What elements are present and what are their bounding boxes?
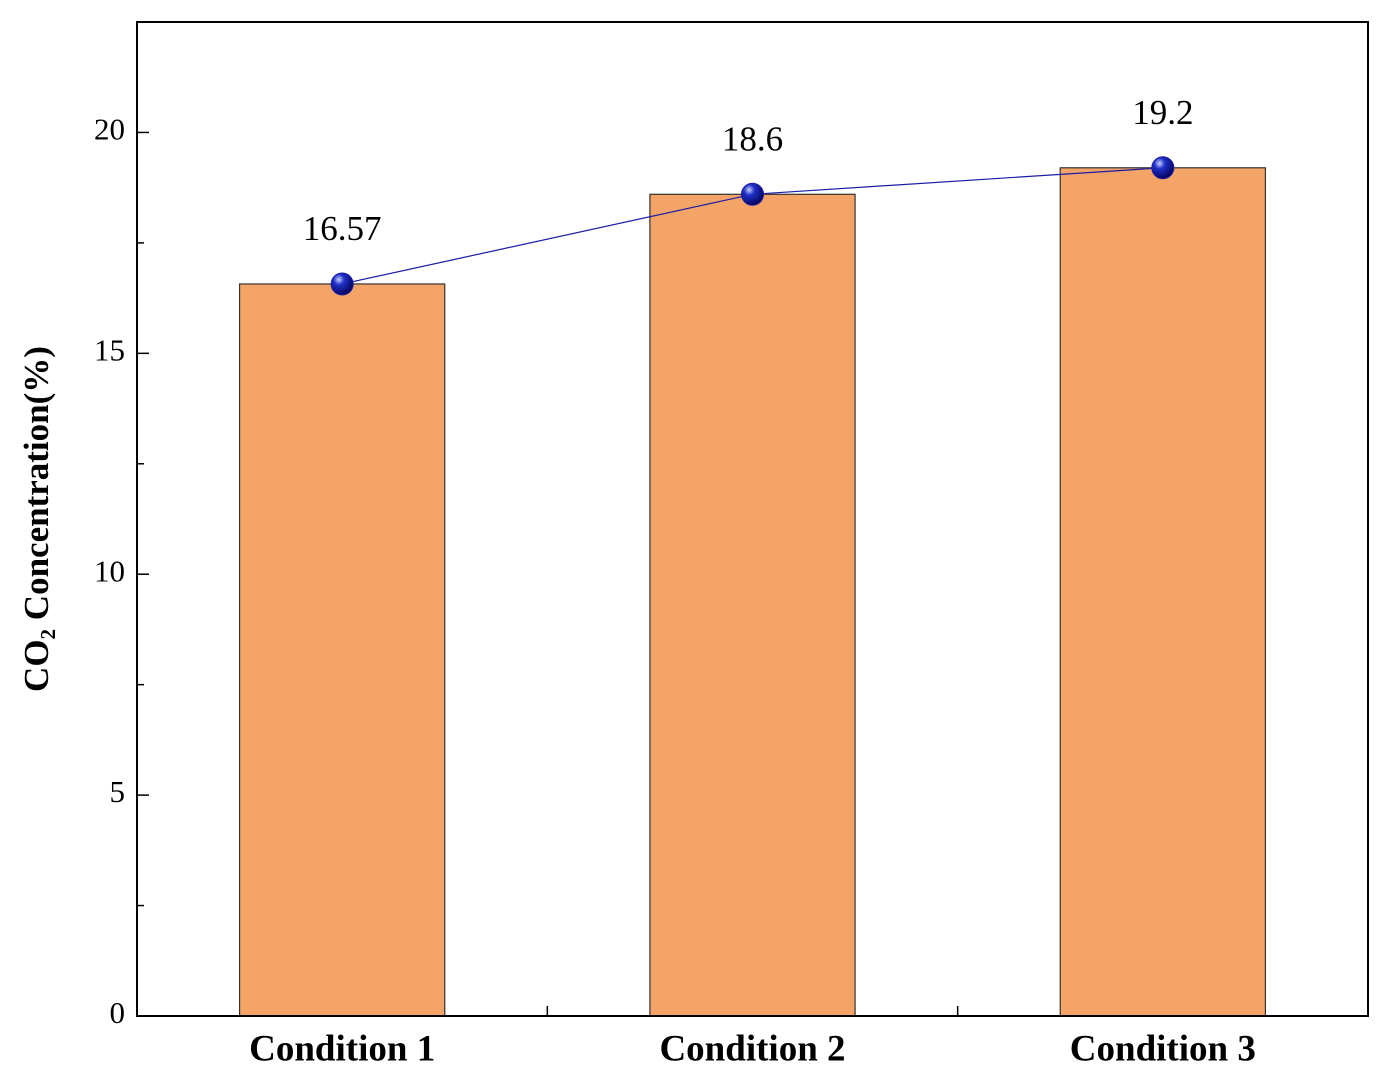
marker: [741, 182, 764, 206]
marker: [1151, 156, 1175, 180]
marker: [330, 272, 354, 296]
bar: [649, 193, 856, 1017]
x-tick-label: Condition 1: [249, 1028, 435, 1069]
plot-frame: [136, 21, 1369, 1017]
y-axis-label: CO₂ Concentration(%): [17, 346, 56, 692]
value-label: 18.6: [722, 119, 783, 158]
x-tick-label: Condition 2: [659, 1028, 845, 1069]
x-tick-label: Condition 3: [1070, 1028, 1256, 1069]
bar: [238, 283, 446, 1017]
value-label: 19.2: [1132, 93, 1193, 132]
y-tick-label: 10: [94, 553, 125, 588]
y-tick-label: 20: [94, 112, 125, 147]
y-tick-label: 5: [110, 774, 126, 809]
y-tick-label: 0: [110, 995, 126, 1030]
y-tick-label: 15: [94, 332, 125, 367]
value-label: 16.57: [303, 209, 382, 248]
bar: [1059, 167, 1267, 1017]
